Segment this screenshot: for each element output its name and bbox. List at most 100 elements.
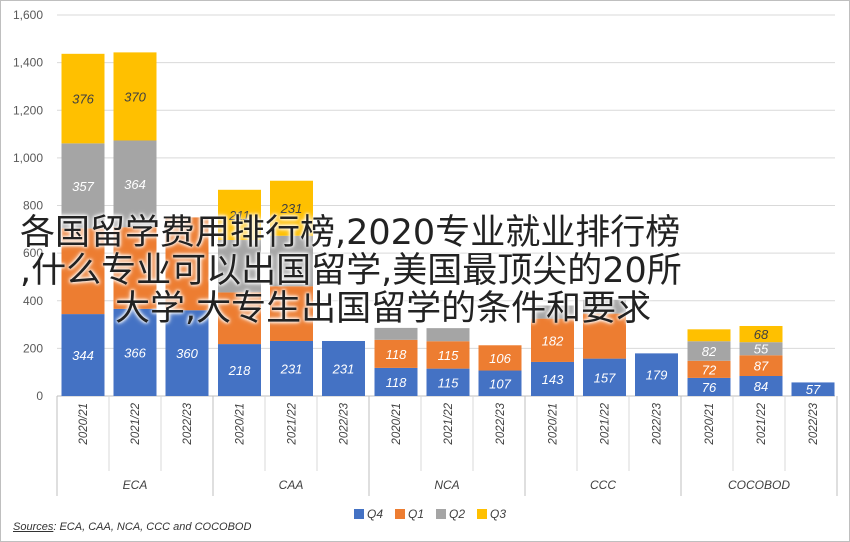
bar-q3 — [270, 180, 313, 236]
bar-q4 — [113, 308, 157, 396]
bar-q4 — [687, 377, 731, 396]
data-label: 360 — [176, 346, 198, 361]
category-tick-label: 2021/22 — [287, 402, 299, 445]
data-label: 344 — [72, 348, 94, 363]
bar-q2 — [687, 341, 731, 361]
data-label: 76 — [702, 380, 717, 395]
category-tick-label: 2020/21 — [704, 403, 716, 446]
data-label: 87 — [754, 359, 769, 374]
bar-q4 — [635, 353, 678, 396]
legend-label: Q4 — [367, 507, 383, 521]
data-label: 179 — [646, 368, 668, 383]
bar-q1 — [218, 292, 261, 345]
data-label: 231 — [280, 361, 303, 376]
group-label: ECA — [123, 478, 148, 492]
y-tick-label: 1,000 — [13, 151, 43, 165]
category-tick-label: 2020/21 — [391, 403, 403, 446]
data-label: 72 — [702, 362, 717, 377]
category-tick-label: 2021/22 — [443, 402, 455, 445]
data-label: 357 — [72, 179, 94, 194]
legend-swatch-q4 — [354, 509, 364, 519]
bar-q2 — [374, 327, 418, 340]
data-label: 182 — [542, 333, 564, 348]
data-label: 118 — [386, 347, 407, 362]
data-label: 211 — [228, 208, 250, 223]
bar-q4 — [270, 340, 313, 396]
data-label: 366 — [124, 345, 146, 360]
data-label: 118 — [386, 375, 407, 390]
bar-q1 — [739, 355, 783, 376]
bar-q2 — [61, 143, 105, 229]
category-tick-label: 2020/21 — [235, 403, 247, 446]
y-tick-label: 200 — [23, 341, 43, 355]
bar-q1 — [113, 227, 157, 309]
y-tick-label: 1,400 — [13, 56, 43, 70]
group-label: CAA — [279, 478, 304, 492]
y-tick-label: 800 — [23, 199, 43, 213]
category-tick-label: 2022/23 — [495, 402, 507, 445]
bar-q4 — [165, 310, 209, 396]
data-label: 218 — [228, 363, 251, 378]
data-label: 84 — [754, 379, 768, 394]
category-tick-label: 2021/22 — [600, 402, 612, 445]
bar-q4 — [531, 361, 574, 396]
data-label: 231 — [280, 201, 303, 216]
data-label: 364 — [124, 177, 146, 192]
data-label: 157 — [594, 370, 616, 385]
bar-q4 — [374, 367, 418, 396]
y-tick-label: 1,600 — [13, 8, 43, 22]
data-label: 82 — [702, 344, 717, 359]
bar-q4 — [218, 344, 261, 396]
bar-q1 — [61, 228, 105, 315]
category-tick-label: 2022/23 — [182, 402, 194, 445]
bar-q1 — [687, 360, 731, 378]
category-tick-label: 2020/21 — [548, 403, 560, 446]
data-label: 107 — [489, 376, 511, 391]
group-label: NCA — [434, 478, 459, 492]
y-tick-label: 400 — [23, 294, 43, 308]
data-label: 370 — [124, 89, 146, 104]
category-tick-label: 2022/23 — [808, 402, 820, 445]
data-label: 115 — [438, 375, 459, 390]
data-label: 55 — [754, 342, 769, 357]
data-label: 231 — [332, 361, 355, 376]
legend-swatch-q2 — [436, 509, 446, 519]
bar-q2 — [583, 299, 626, 314]
category-tick-label: 2022/23 — [339, 402, 351, 445]
y-tick-label: 1,200 — [13, 103, 43, 117]
bar-q2 — [218, 240, 261, 293]
legend-label: Q3 — [490, 507, 506, 521]
bar-q3 — [113, 52, 157, 141]
bar-q3 — [739, 325, 783, 343]
bar-q4 — [322, 340, 365, 396]
group-label: CCC — [590, 478, 616, 492]
legend-label: Q2 — [449, 507, 465, 521]
bar-q1 — [531, 318, 574, 362]
bar-q3 — [687, 329, 731, 342]
bar-q3 — [218, 189, 261, 241]
data-label: 106 — [489, 351, 511, 366]
bar-q1 — [165, 217, 209, 311]
bar-q4 — [61, 314, 105, 396]
y-tick-label: 600 — [23, 246, 43, 260]
legend-swatch-q1 — [395, 509, 405, 519]
bar-q4 — [583, 358, 626, 396]
bar-q1 — [478, 345, 522, 371]
bar-q2 — [426, 328, 470, 342]
category-tick-label: 2021/22 — [756, 402, 768, 445]
bar-q1 — [583, 313, 626, 359]
bar-q4 — [739, 375, 783, 396]
category-tick-label: 2021/22 — [130, 402, 142, 445]
bar-q2 — [113, 140, 157, 228]
data-label: 376 — [72, 92, 94, 107]
bar-q1 — [270, 286, 313, 341]
bar-q2 — [739, 342, 783, 356]
source-text: : ECA, CAA, NCA, CCC and COCOBOD — [53, 521, 252, 533]
legend-label: Q1 — [408, 507, 424, 521]
data-label: 115 — [438, 348, 459, 363]
bar-q1 — [374, 339, 418, 368]
bar-q2 — [270, 235, 313, 287]
category-tick-label: 2022/23 — [652, 402, 664, 445]
